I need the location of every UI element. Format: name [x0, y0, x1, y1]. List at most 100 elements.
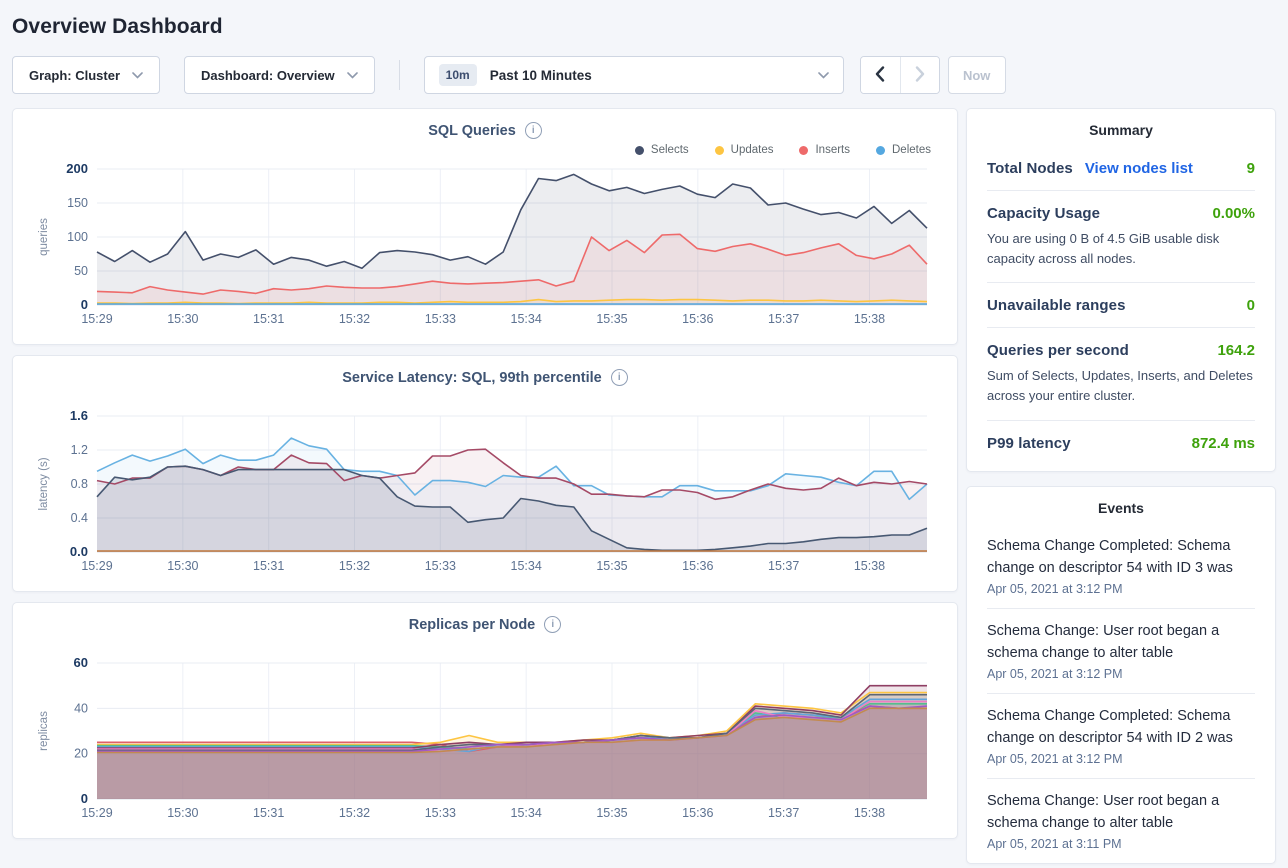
time-range-badge: 10m	[438, 64, 477, 86]
series-area-node-5	[97, 685, 927, 799]
legend-label: Inserts	[815, 144, 850, 156]
series-area-node-9	[97, 708, 927, 799]
series-line-node-navy	[96, 465, 928, 552]
page-title: Overview Dashboard	[12, 15, 223, 38]
legend-label: Deletes	[892, 144, 931, 156]
svg-text:15:31: 15:31	[253, 806, 284, 820]
info-icon[interactable]: i	[524, 122, 542, 139]
chart-panel-sql-queries: SQL Queries i Selects Updates Inserts Delet…	[12, 108, 958, 345]
series-line-node-blue	[96, 437, 928, 501]
dashboard-label: Dashboard: Overview	[201, 67, 335, 83]
svg-text:15:38: 15:38	[854, 806, 885, 820]
time-step-buttons	[859, 56, 940, 94]
series-area-node-3	[97, 703, 927, 799]
series-area-node-6	[97, 701, 927, 799]
svg-text:15:33: 15:33	[425, 312, 456, 326]
legend-item: Updates	[714, 144, 773, 156]
svg-text:100: 100	[67, 230, 88, 244]
chart-header: Service Latency: SQL, 99th percentile i	[31, 369, 939, 386]
series-line-node-2	[97, 691, 927, 746]
svg-text:15:32: 15:32	[339, 312, 370, 326]
capacity-usage-description: You are using 0 B of 4.5 GiB usable disk…	[987, 231, 1220, 267]
events-title: Events	[1098, 499, 1144, 516]
svg-text:queries: queries	[38, 218, 50, 256]
event-item[interactable]: Schema Change Completed: Schema change o…	[987, 694, 1255, 779]
svg-text:15:37: 15:37	[768, 312, 799, 326]
svg-text:0: 0	[81, 791, 88, 806]
chart-legend: Selects Updates Inserts Deletes	[31, 139, 939, 161]
legend-dot-icon	[876, 145, 885, 155]
capacity-usage-value: 0.00%	[1212, 205, 1255, 222]
svg-text:15:29: 15:29	[81, 559, 112, 573]
svg-text:20: 20	[74, 747, 88, 761]
summary-row-unavailable-ranges: Unavailable ranges 0	[987, 282, 1255, 327]
chart-title: SQL Queries	[428, 122, 516, 139]
summary-row-capacity-usage: Capacity Usage 0.00% You are using 0 B o…	[987, 190, 1255, 282]
queries-per-second-label: Queries per second	[987, 342, 1129, 360]
svg-text:15:37: 15:37	[768, 559, 799, 573]
svg-text:15:31: 15:31	[253, 312, 284, 326]
svg-text:60: 60	[74, 655, 88, 670]
chevron-down-icon	[132, 71, 143, 79]
legend-dot-icon	[634, 145, 644, 155]
p99-latency-value: 872.4 ms	[1191, 434, 1255, 452]
svg-text:0.8: 0.8	[71, 477, 88, 491]
legend-label: Selects	[650, 144, 689, 156]
service-latency-chart[interactable]: 15:29 15:30 15:31 15:32 15:33 15:34 15:35 15:36…	[31, 408, 941, 578]
series-line-Selects	[96, 173, 928, 270]
graph-scope-label: Graph: Cluster	[29, 67, 121, 83]
series-line-node-maroon	[96, 448, 928, 501]
event-item[interactable]: Schema Change: User root began a schema …	[987, 779, 1255, 863]
event-timestamp: Apr 05, 2021 at 3:11 PM	[987, 836, 1122, 851]
svg-text:15:35: 15:35	[596, 559, 627, 573]
sql-queries-chart[interactable]: 15:29 15:30 15:31 15:32 15:33 15:34 15:35 15:36…	[31, 161, 941, 331]
series-line-node-5	[97, 684, 927, 749]
series-area-node-maroon	[97, 449, 927, 552]
legend-dot-icon	[714, 145, 724, 155]
svg-text:15:34: 15:34	[511, 806, 542, 820]
events-list: Schema Change Completed: Schema change o…	[987, 524, 1255, 863]
dashboard-dropdown[interactable]: Dashboard: Overview	[184, 56, 375, 94]
svg-text:0: 0	[81, 297, 88, 312]
svg-text:15:36: 15:36	[682, 312, 713, 326]
info-icon[interactable]: i	[610, 369, 628, 386]
event-timestamp: Apr 05, 2021 at 3:12 PM	[987, 751, 1123, 766]
event-item[interactable]: Schema Change Completed: Schema change o…	[987, 524, 1255, 609]
svg-text:1.6: 1.6	[70, 408, 88, 423]
series-area-Selects	[97, 174, 927, 305]
chevron-down-icon	[817, 71, 829, 79]
svg-text:15:34: 15:34	[511, 559, 542, 573]
summary-title: Summary	[1089, 122, 1153, 138]
event-item[interactable]: Schema Change: User root began a schema …	[987, 609, 1255, 694]
events-panel: Events Schema Change Completed: Schema c…	[966, 485, 1276, 864]
summary-panel: Summary Total Nodes View nodes list 9 Ca…	[966, 108, 1276, 472]
svg-text:15:35: 15:35	[596, 312, 627, 326]
summary-row-p99-latency: P99 latency 872.4 ms	[987, 419, 1255, 465]
graph-scope-dropdown[interactable]: Graph: Cluster	[12, 56, 161, 94]
series-line-Inserts	[96, 233, 928, 295]
svg-text:15:36: 15:36	[682, 806, 713, 820]
svg-text:15:33: 15:33	[425, 559, 456, 573]
series-line-node-8	[97, 705, 928, 753]
chart-panel-service-latency: Service Latency: SQL, 99th percentile i …	[12, 355, 958, 592]
next-time-button[interactable]	[899, 57, 939, 93]
replicas-per-node-chart[interactable]: 15:29 15:30 15:31 15:32 15:33 15:34 15:35 15:36…	[31, 655, 941, 825]
now-button[interactable]: Now	[947, 56, 1006, 94]
svg-text:40: 40	[74, 701, 88, 715]
time-range-picker[interactable]: 10m Past 10 Minutes	[423, 56, 844, 94]
series-area-node-1	[97, 706, 927, 799]
info-icon[interactable]: i	[544, 616, 562, 633]
view-nodes-list-link[interactable]: View nodes list	[1084, 160, 1193, 177]
svg-text:15:37: 15:37	[768, 806, 799, 820]
event-text: Schema Change: User root began a schema …	[987, 622, 1220, 661]
svg-text:0.4: 0.4	[71, 511, 88, 525]
prev-time-button[interactable]	[860, 57, 900, 93]
svg-text:15:29: 15:29	[81, 806, 112, 820]
chevron-right-icon	[915, 65, 925, 85]
series-area-node-blue	[97, 438, 927, 552]
toolbar: Graph: Cluster Dashboard: Overview 10m P…	[12, 56, 1276, 94]
toolbar-divider	[398, 60, 400, 90]
event-text: Schema Change Completed: Schema change o…	[987, 707, 1233, 746]
svg-text:0.0: 0.0	[70, 544, 88, 559]
svg-text:150: 150	[67, 196, 88, 210]
